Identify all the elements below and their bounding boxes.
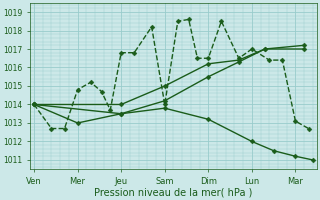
- X-axis label: Pression niveau de la mer( hPa ): Pression niveau de la mer( hPa ): [94, 187, 252, 197]
